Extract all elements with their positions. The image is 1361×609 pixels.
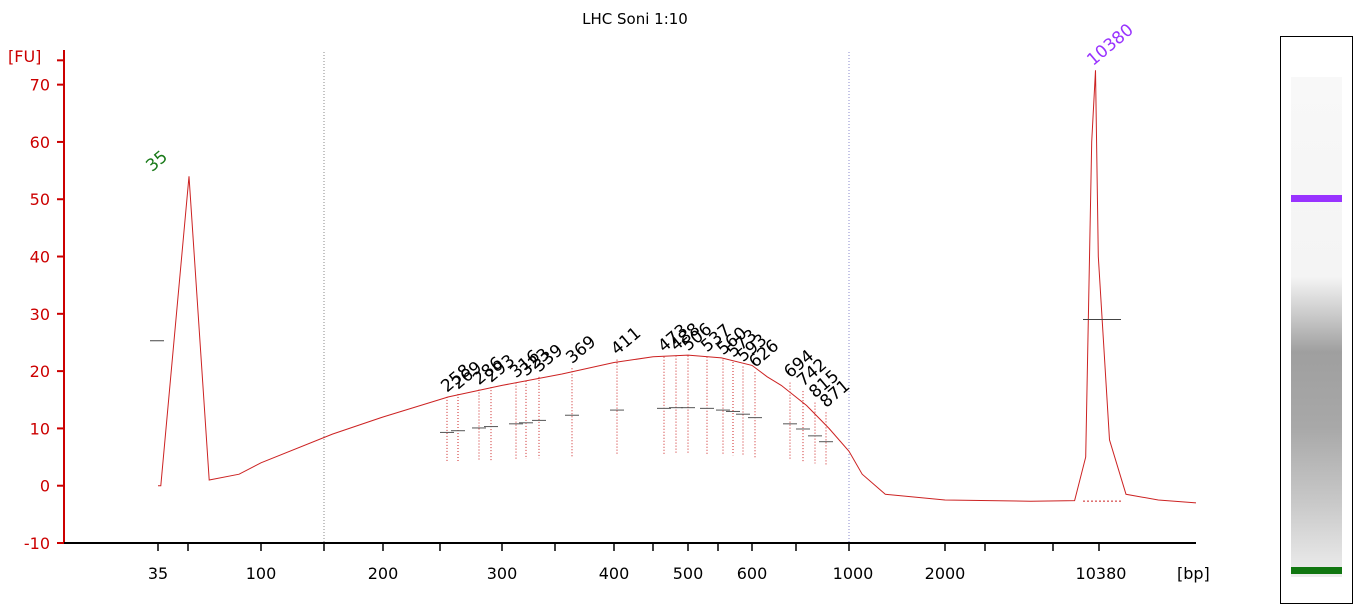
y-tick-label: 30 [30, 305, 50, 324]
y-tick-label: 40 [30, 248, 50, 267]
virtual-gel [1280, 36, 1353, 604]
x-tick-label: 500 [673, 564, 704, 583]
electropherogram: -10 0 10 20 30 40 50 60 70 35 100 200 300 400 500 600 1… [8, 10, 1210, 583]
peak-label: 411 [607, 323, 645, 359]
x-axis-label: [bp] [1177, 564, 1210, 583]
x-tick-label: 35 [148, 564, 168, 583]
x-tick-label: 100 [246, 564, 277, 583]
x-tick-label: 600 [737, 564, 768, 583]
x-tick-label: 10380 [1076, 564, 1127, 583]
y-tick-label: 60 [30, 133, 50, 152]
x-axis: 35 100 200 300 400 500 600 1000 2000 10380 [64, 542, 1196, 583]
y-axis: -10 0 10 20 30 40 50 60 70 [24, 50, 65, 553]
y-tick-label: 0 [40, 477, 50, 496]
lower-marker-band [1291, 567, 1342, 574]
y-tick-label: 20 [30, 362, 50, 381]
electropherogram-trace [158, 70, 1197, 504]
x-tick-label: 200 [368, 564, 399, 583]
y-tick-label: 50 [30, 190, 50, 209]
y-tick-label: -10 [24, 534, 50, 553]
x-tick-label: 2000 [925, 564, 966, 583]
smear-region-markers [440, 355, 833, 466]
marker-peak-label: 35 [142, 147, 171, 176]
peak-label: 369 [562, 332, 600, 368]
x-tick-label: 1000 [833, 564, 874, 583]
marker-peak-label: 10380 [1083, 20, 1137, 70]
x-tick-label: 400 [599, 564, 630, 583]
y-tick-label: 10 [30, 419, 50, 438]
gel-lane [1291, 77, 1342, 577]
dotted-guides [323, 52, 850, 543]
marker-peak-lines [150, 319, 1121, 502]
y-axis-label: [FU] [8, 47, 41, 66]
chart-title: LHC Soni 1:10 [582, 10, 688, 28]
upper-marker-band [1291, 195, 1342, 202]
y-tick-label: 70 [30, 76, 50, 95]
x-tick-label: 300 [487, 564, 518, 583]
